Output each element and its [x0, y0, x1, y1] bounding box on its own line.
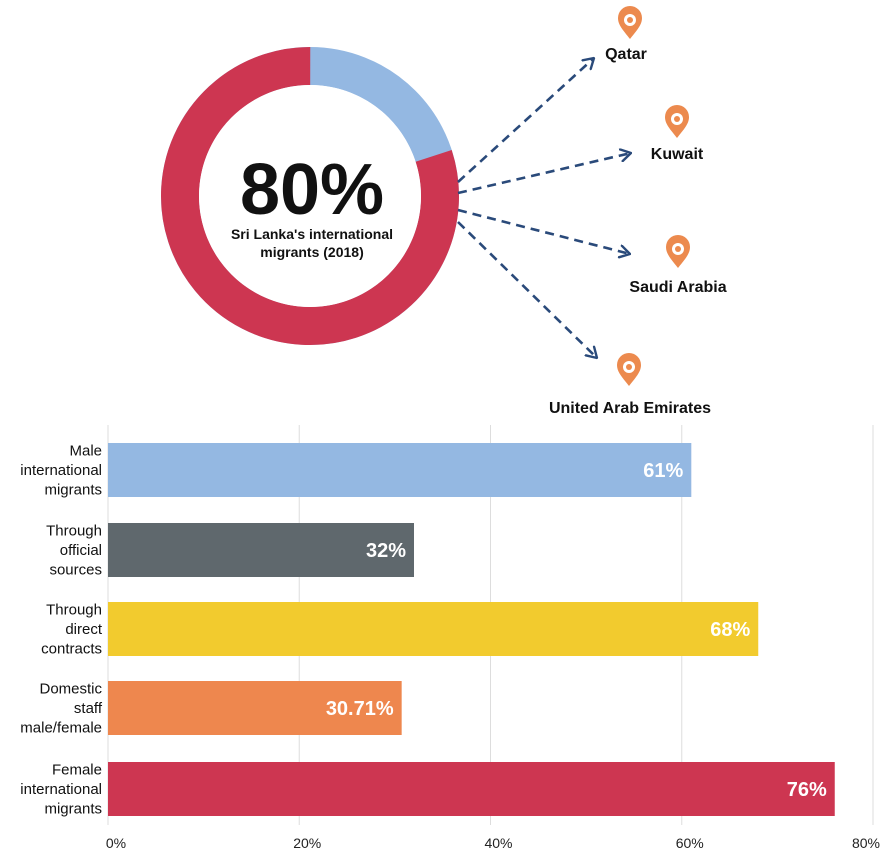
- category-label: Male international migrants: [20, 443, 102, 499]
- destination-label: Saudi Arabia: [629, 279, 726, 296]
- bar-value-labels: 61% 32% 68% 30.71% 76%: [326, 460, 827, 801]
- donut-big-value: 80%: [240, 150, 384, 230]
- bar: [108, 602, 759, 656]
- category-label: Female international migrants: [20, 762, 102, 818]
- donut-center: [199, 85, 421, 307]
- bars: [108, 443, 835, 816]
- category-label: Through official sources: [46, 523, 102, 579]
- x-tick-label: 60%: [676, 835, 704, 851]
- destination-arrows: [457, 58, 631, 358]
- bar-value-label: 30.71%: [326, 698, 394, 720]
- bar-value-label: 76%: [787, 779, 827, 801]
- location-pin-icon: [617, 353, 641, 386]
- destination-label: Kuwait: [651, 146, 704, 163]
- x-tick-label: 20%: [293, 835, 321, 851]
- donut-caption-line1: Sri Lanka's international: [231, 226, 393, 242]
- category-labels: Male international migrants Through official…: [20, 443, 103, 818]
- location-pin-icon: [666, 235, 690, 268]
- pins: [617, 6, 690, 386]
- donut-ring-main: [161, 47, 459, 345]
- destination-label: United Arab Emirates: [549, 400, 711, 417]
- bar-value-label: 68%: [710, 619, 750, 641]
- destination-labels: Qatar Kuwait Saudi Arabia United Arab Em…: [549, 46, 727, 417]
- x-tick-label: 0%: [106, 835, 126, 851]
- donut-chart: 80% Sri Lanka's international migrants (…: [161, 47, 459, 345]
- bar: [108, 523, 414, 577]
- category-label: Through direct contracts: [41, 602, 103, 658]
- category-label: Domestic staff male/female: [20, 681, 103, 737]
- x-tick-labels: 0% 20% 40% 60% 80%: [106, 835, 880, 851]
- x-tick-label: 40%: [484, 835, 512, 851]
- donut-caption-line2: migrants (2018): [260, 244, 363, 260]
- bar-chart: 61% 32% 68% 30.71% 76% Male international migr…: [20, 425, 880, 851]
- bar: [108, 443, 692, 497]
- destination-label: Qatar: [605, 46, 647, 63]
- bar: [108, 681, 402, 735]
- bar-value-label: 32%: [366, 540, 406, 562]
- bar: [108, 762, 835, 816]
- x-tick-label: 80%: [852, 835, 880, 851]
- arrow-to-uae: [457, 221, 597, 358]
- arrow-to-qatar: [457, 58, 594, 183]
- location-pin-icon: [665, 105, 689, 138]
- location-pin-icon: [618, 6, 642, 39]
- bar-value-label: 61%: [643, 460, 683, 482]
